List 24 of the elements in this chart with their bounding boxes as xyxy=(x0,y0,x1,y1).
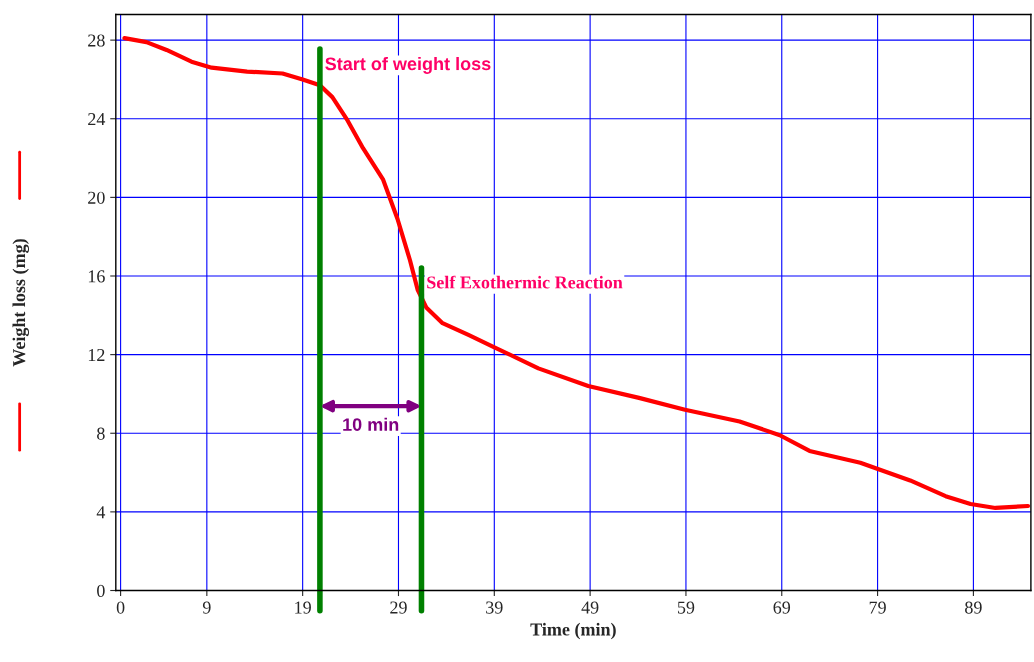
x-tick-label: 39 xyxy=(486,601,503,614)
x-tick-label: 59 xyxy=(677,601,695,614)
annotation: 10 min xyxy=(343,417,399,431)
x-tick-label: 89 xyxy=(965,601,982,614)
y-tick-label: 28 xyxy=(88,34,105,47)
y-tick-label: 0 xyxy=(97,584,105,597)
y-tick-label: 20 xyxy=(88,191,105,204)
y-tick-label: 8 xyxy=(97,427,105,440)
y-tick-label: 24 xyxy=(88,113,106,126)
x-tick-label: 29 xyxy=(390,601,407,614)
x-tick-label: 79 xyxy=(869,601,886,614)
x-tick-label: 9 xyxy=(202,601,211,614)
x-tick-label: 69 xyxy=(773,601,791,614)
ref-line-label: Start of weight loss xyxy=(325,56,491,74)
line-series xyxy=(122,36,1031,511)
ref-line-label: Self Exothermic Reaction xyxy=(427,275,623,289)
y-tick-label: 16 xyxy=(88,270,105,283)
x-axis-title: Time (min) xyxy=(530,622,616,640)
x-tick-label: 19 xyxy=(295,601,311,614)
y-tick-label: 12 xyxy=(88,348,105,361)
x-tick-label: 0 xyxy=(116,601,125,614)
x-tick-label: 49 xyxy=(581,601,599,614)
y-tick-label: 4 xyxy=(96,506,106,519)
y-axis-title: Weight loss (mg) xyxy=(12,239,29,367)
